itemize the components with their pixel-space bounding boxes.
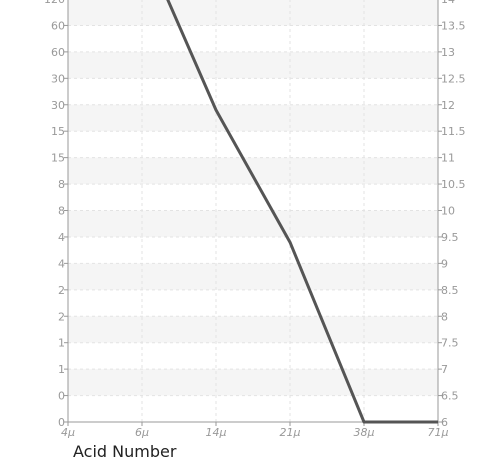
left-tick-label: 60 (51, 19, 65, 32)
right-tick-label: 9.5 (441, 231, 459, 244)
right-tick-label: 6 (441, 416, 448, 429)
left-tick-label: 4 (58, 231, 65, 244)
x-tick-label: 6μ (135, 426, 149, 439)
right-tick-label: 6.5 (441, 390, 459, 403)
x-axis-label: Acid Number (73, 442, 177, 459)
background-band (68, 157, 438, 185)
left-tick-label: 120 (44, 0, 65, 6)
x-tick-label: 4μ (61, 426, 75, 439)
background-band (68, 263, 438, 290)
left-tick-label: 15 (51, 125, 65, 138)
left-tick-label: 1 (58, 337, 65, 350)
left-tick-label: 0 (58, 416, 65, 429)
right-tick-label: 7.5 (441, 337, 459, 350)
right-tick-label: 7 (441, 363, 448, 376)
left-tick-label: 2 (58, 284, 65, 297)
left-tick-label: 1 (58, 363, 65, 376)
chart-background-bands (68, 0, 438, 396)
right-tick-label: 12.5 (441, 72, 466, 85)
right-tick-label: 12 (441, 99, 455, 112)
series-line (166, 0, 438, 424)
left-tick-label: 8 (58, 178, 65, 191)
right-tick-label: 14 (441, 0, 455, 6)
left-tick-label: 8 (58, 205, 65, 218)
data-series (166, 0, 438, 424)
background-band (68, 0, 438, 26)
left-tick-label: 0 (58, 390, 65, 403)
x-tick-label: 38μ (354, 426, 375, 439)
right-tick-label: 9 (441, 257, 448, 270)
background-band (68, 316, 438, 343)
x-tick-label: 71μ (428, 426, 449, 439)
x-tick-label: 14μ (206, 426, 227, 439)
x-axis-ticks: 4μ 6μ 14μ 21μ 38μ 71μ (61, 422, 449, 439)
x-tick-label: 21μ (280, 426, 301, 439)
right-tick-label: 8 (441, 310, 448, 323)
background-band (68, 210, 438, 237)
right-tick-label: 13 (441, 46, 455, 59)
left-axis-ticks: 0 0 1 1 2 2 4 4 8 8 15 15 30 30 60 60 120 (44, 0, 68, 429)
left-tick-label: 4 (58, 257, 65, 270)
right-tick-label: 13.5 (441, 19, 466, 32)
left-tick-label: 30 (51, 99, 65, 112)
left-tick-label: 15 (51, 152, 65, 165)
right-tick-label: 10.5 (441, 178, 466, 191)
right-tick-label: 11.5 (441, 125, 466, 138)
right-tick-label: 10 (441, 205, 455, 218)
left-tick-label: 30 (51, 72, 65, 85)
chart-gridlines (68, 0, 438, 423)
left-tick-label: 60 (51, 46, 65, 59)
right-tick-label: 8.5 (441, 284, 459, 297)
background-band (68, 369, 438, 396)
right-axis-ticks: 6 6.5 7 7.5 8 8.5 9 9.5 10 10.5 11 11.5 12 12.5 13 13.5… (438, 0, 466, 429)
background-band (68, 104, 438, 132)
background-band (68, 51, 438, 79)
right-tick-label: 11 (441, 152, 455, 165)
left-tick-label: 2 (58, 310, 65, 323)
